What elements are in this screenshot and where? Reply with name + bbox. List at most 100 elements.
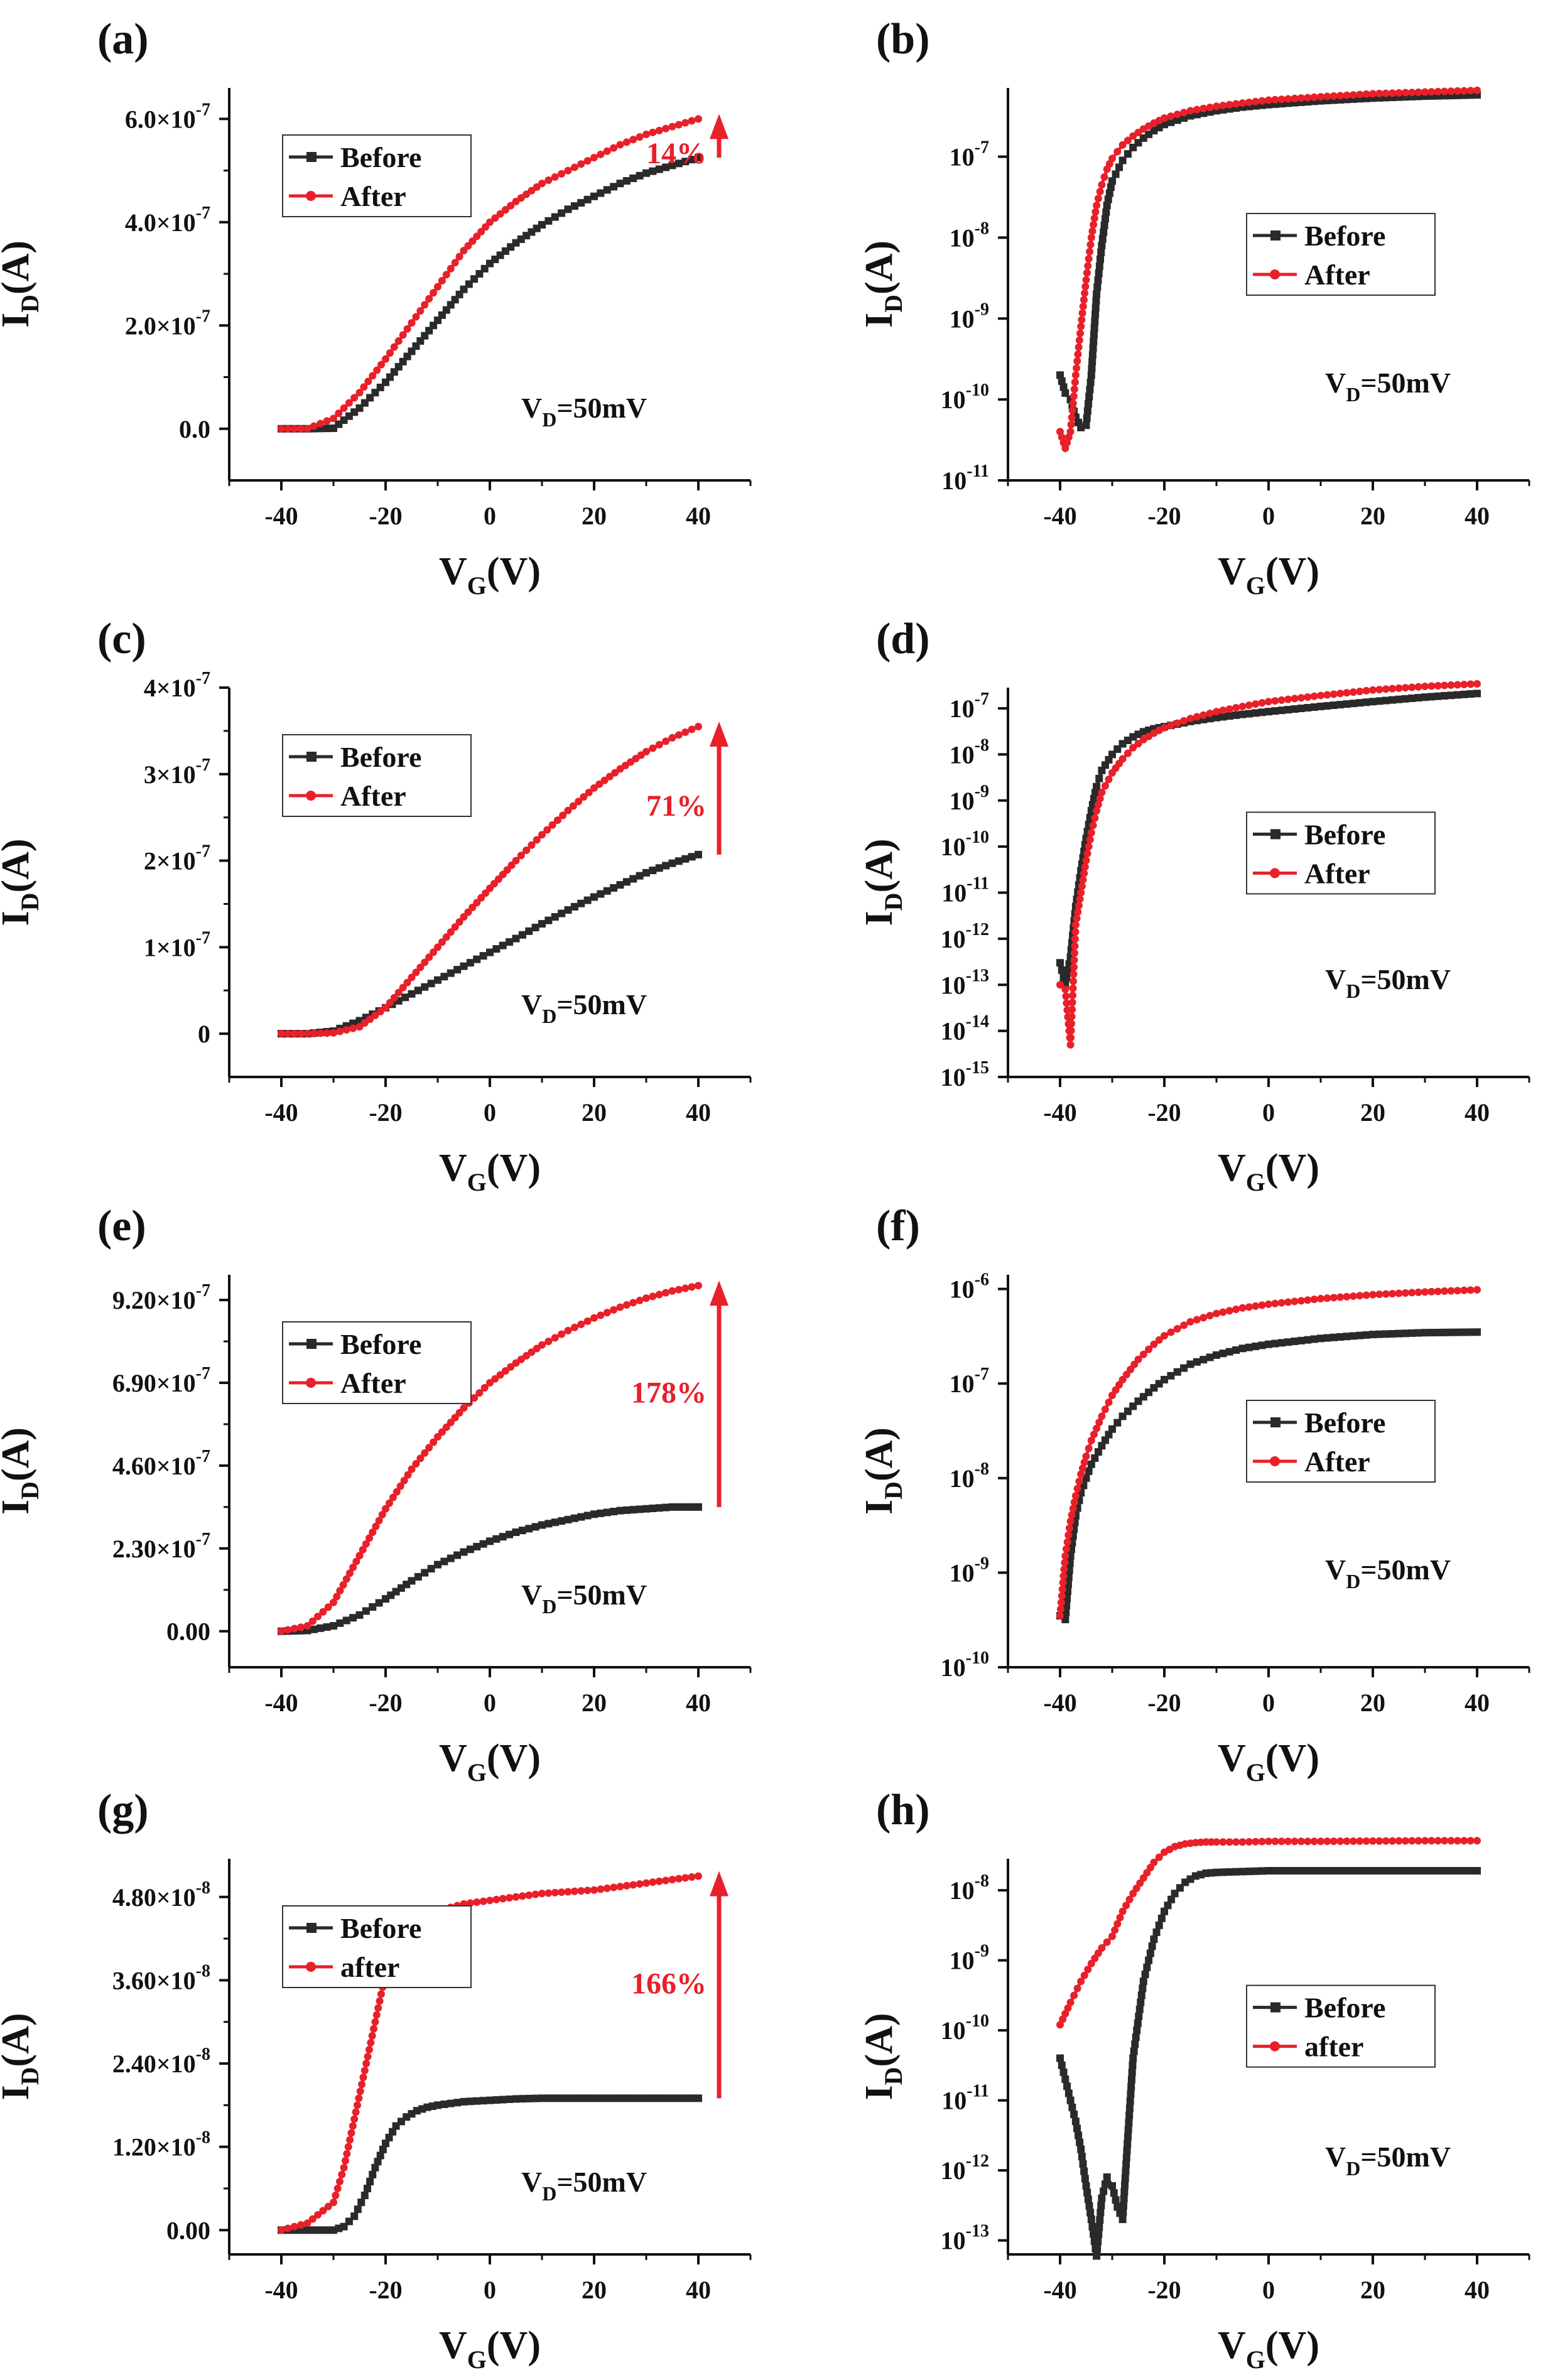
data-point <box>1180 1321 1188 1329</box>
data-point <box>355 2094 363 2102</box>
data-point <box>378 1511 386 1519</box>
legend-label: after <box>340 1951 399 1983</box>
data-point <box>1447 87 1455 95</box>
y-tick-exponent: -9 <box>975 1942 989 1961</box>
data-point <box>366 1015 374 1023</box>
y-tick-mantissa: 10 <box>941 2087 967 2115</box>
data-point <box>486 218 494 226</box>
legend-marker <box>306 152 317 162</box>
data-point <box>1317 702 1324 710</box>
y-title-unit: (A) <box>0 241 37 295</box>
data-point <box>531 2094 539 2102</box>
data-point <box>1265 1300 1272 1308</box>
data-point <box>1104 195 1112 203</box>
data-point <box>1062 992 1070 1000</box>
data-point <box>1421 1288 1429 1296</box>
data-point <box>1447 1837 1455 1845</box>
data-point <box>603 2094 611 2102</box>
data-point <box>544 916 553 924</box>
data-point <box>1453 1328 1461 1336</box>
data-point <box>1180 717 1188 725</box>
x-tick-label: 20 <box>582 502 607 530</box>
y-axis-title: ID(A) <box>0 838 44 926</box>
data-point <box>1100 2187 1108 2195</box>
x-title-main: V <box>1218 1737 1246 1780</box>
data-point <box>1408 1867 1416 1875</box>
data-point <box>600 776 609 784</box>
data-point <box>473 955 481 963</box>
data-point <box>1061 1559 1069 1567</box>
data-point <box>1271 707 1279 715</box>
data-point <box>1375 1330 1384 1338</box>
data-point <box>1070 970 1078 978</box>
vd-main: V <box>521 988 542 1020</box>
x-title-sub: G <box>467 1758 487 1787</box>
data-point <box>1434 1837 1442 1845</box>
data-point <box>1389 684 1397 693</box>
data-point <box>1277 706 1286 715</box>
data-point <box>1085 399 1093 408</box>
data-point <box>590 784 598 792</box>
panel-label: (g) <box>97 1786 149 1834</box>
y-tick-exponent: -15 <box>966 1058 989 1078</box>
data-point <box>1323 1334 1331 1342</box>
y-tick-mantissa: 10 <box>941 925 966 953</box>
data-point <box>421 958 429 966</box>
data-point <box>330 2199 337 2207</box>
data-point <box>622 1881 631 1890</box>
data-point <box>455 918 463 926</box>
data-point <box>284 1626 292 1634</box>
x-title-sub: G <box>1246 1168 1265 1196</box>
data-point <box>1329 1294 1338 1302</box>
improvement-percent: 14% <box>646 137 707 170</box>
data-point <box>1395 684 1403 692</box>
vd-annotation: VD=50mV <box>521 392 647 431</box>
data-point <box>1414 1837 1422 1845</box>
x-tick-label: 20 <box>582 2276 607 2304</box>
data-point <box>1252 1343 1260 1351</box>
data-point <box>1441 692 1449 700</box>
data-point <box>1090 220 1098 229</box>
data-point <box>1124 136 1132 144</box>
data-point <box>590 1510 598 1518</box>
data-point <box>317 2226 325 2234</box>
data-point <box>681 158 690 166</box>
data-point <box>1336 1837 1345 1846</box>
data-point <box>342 1616 350 1625</box>
data-point <box>412 313 420 321</box>
data-point <box>1219 713 1227 721</box>
data-point <box>506 1530 514 1539</box>
data-point <box>1076 2138 1084 2146</box>
data-point <box>360 2192 369 2200</box>
data-point <box>1473 1328 1481 1336</box>
data-point <box>1090 330 1098 338</box>
data-point <box>1074 350 1082 359</box>
data-point <box>447 264 455 273</box>
data-point <box>570 202 578 210</box>
y-tick-label: 3×10-7 <box>144 755 210 789</box>
data-point <box>382 355 389 363</box>
data-point <box>1349 688 1357 696</box>
data-point <box>499 2096 507 2104</box>
data-point <box>1077 322 1085 330</box>
data-point <box>1103 1938 1111 1946</box>
data-point <box>379 2145 387 2153</box>
data-point <box>695 1282 702 1290</box>
data-point <box>674 1874 683 1883</box>
y-title-sub: D <box>16 2067 44 2085</box>
data-point <box>1155 1336 1163 1344</box>
data-point <box>375 1517 383 1525</box>
y-title-main: I <box>858 1500 901 1515</box>
data-point <box>695 850 702 858</box>
data-point <box>340 2163 348 2172</box>
legend-label: Before <box>1304 818 1385 850</box>
data-point <box>688 725 696 733</box>
vd-main: V <box>1325 367 1346 399</box>
data-point <box>1336 701 1345 709</box>
data-point <box>1094 195 1102 203</box>
x-axis-title: VG(V) <box>1218 550 1319 600</box>
legend-marker <box>306 1923 317 1933</box>
data-point <box>1291 705 1299 713</box>
data-point <box>1258 97 1266 105</box>
data-point <box>583 195 592 203</box>
